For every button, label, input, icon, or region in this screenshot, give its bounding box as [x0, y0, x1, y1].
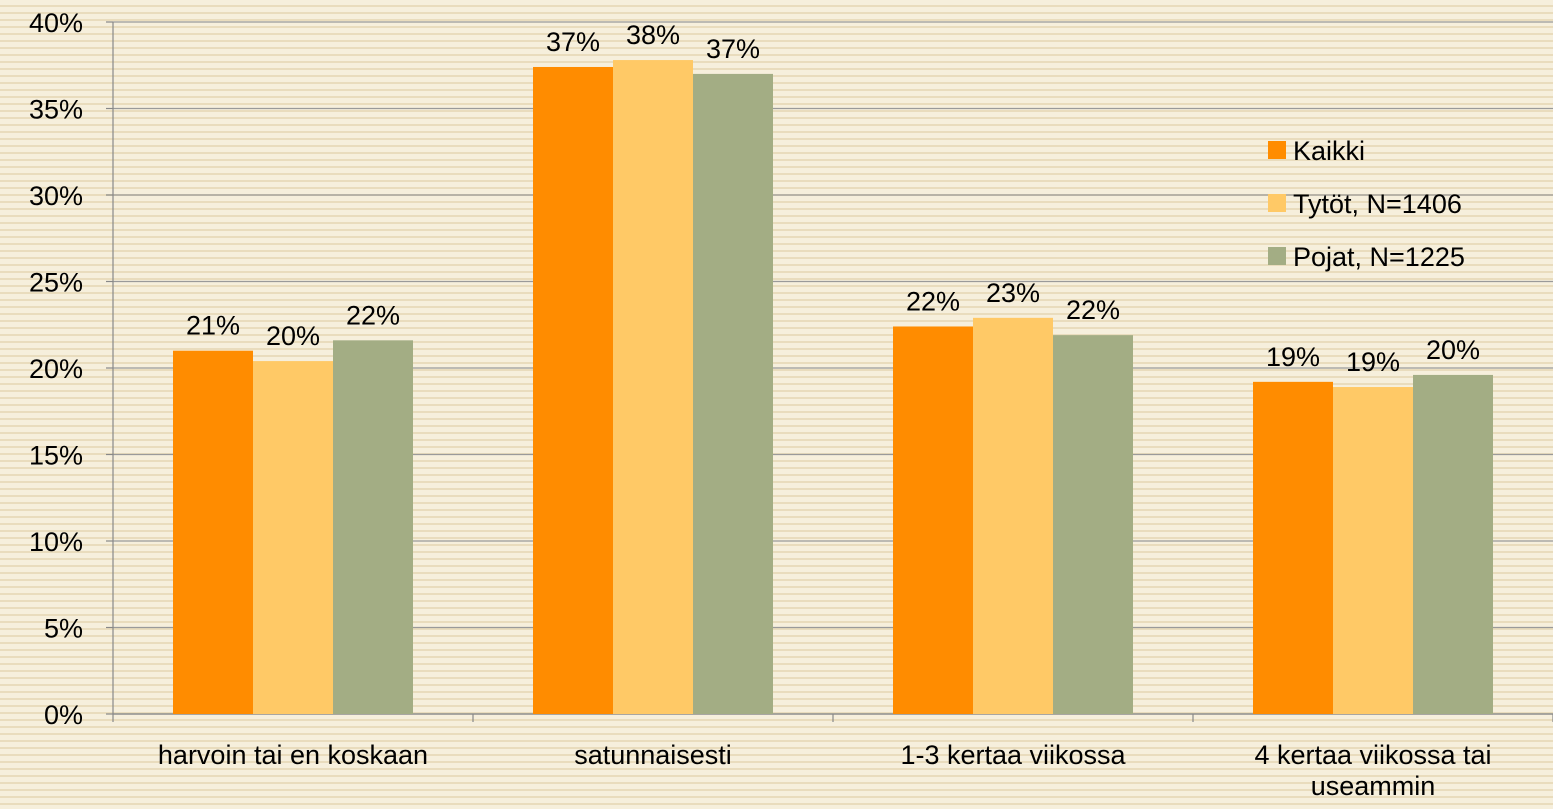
value-label: 22% — [1066, 295, 1120, 325]
bar — [253, 361, 333, 714]
legend-swatch — [1268, 247, 1286, 265]
bar — [893, 326, 973, 714]
value-label: 21% — [186, 311, 240, 341]
value-label: 19% — [1266, 342, 1320, 372]
value-label: 19% — [1346, 347, 1400, 377]
y-tick-label: 40% — [29, 8, 83, 38]
bar — [1413, 374, 1493, 714]
y-tick-label: 35% — [29, 95, 83, 125]
x-tick-label: 4 kertaa viikossa tai useammin — [1254, 740, 1492, 801]
bar — [1333, 387, 1413, 714]
y-tick-label: 5% — [44, 614, 83, 644]
legend-label: Tytöt, N=1406 — [1293, 189, 1462, 219]
y-tick-label: 20% — [29, 354, 83, 384]
value-label: 20% — [1426, 335, 1480, 365]
value-label: 37% — [546, 27, 600, 57]
bar — [613, 60, 693, 715]
value-label: 23% — [986, 278, 1040, 308]
legend-swatch — [1268, 194, 1286, 212]
x-tick-label: harvoin tai en koskaan — [157, 740, 429, 770]
bar — [693, 73, 773, 714]
y-tick-label: 15% — [29, 441, 83, 471]
y-tick-label: 25% — [29, 268, 83, 298]
bar — [1053, 335, 1133, 714]
bar — [1253, 381, 1333, 714]
x-tick-label: satunnaisesti — [574, 740, 732, 770]
value-label: 38% — [626, 20, 680, 50]
legend-label: Pojat, N=1225 — [1293, 242, 1465, 272]
value-label: 22% — [906, 286, 960, 316]
legend-label: Kaikki — [1293, 136, 1365, 166]
y-tick-label: 10% — [29, 527, 83, 557]
value-label: 20% — [266, 321, 320, 351]
bar — [973, 317, 1053, 714]
x-tick-label: 1-3 kertaa viikossa — [900, 740, 1126, 770]
legend-swatch — [1268, 141, 1286, 159]
value-label: 22% — [346, 300, 400, 330]
bar — [173, 350, 253, 714]
y-tick-label: 30% — [29, 181, 83, 211]
bar — [333, 340, 413, 714]
value-label: 37% — [706, 34, 760, 64]
y-tick-label: 0% — [44, 700, 83, 730]
bar — [533, 66, 613, 715]
